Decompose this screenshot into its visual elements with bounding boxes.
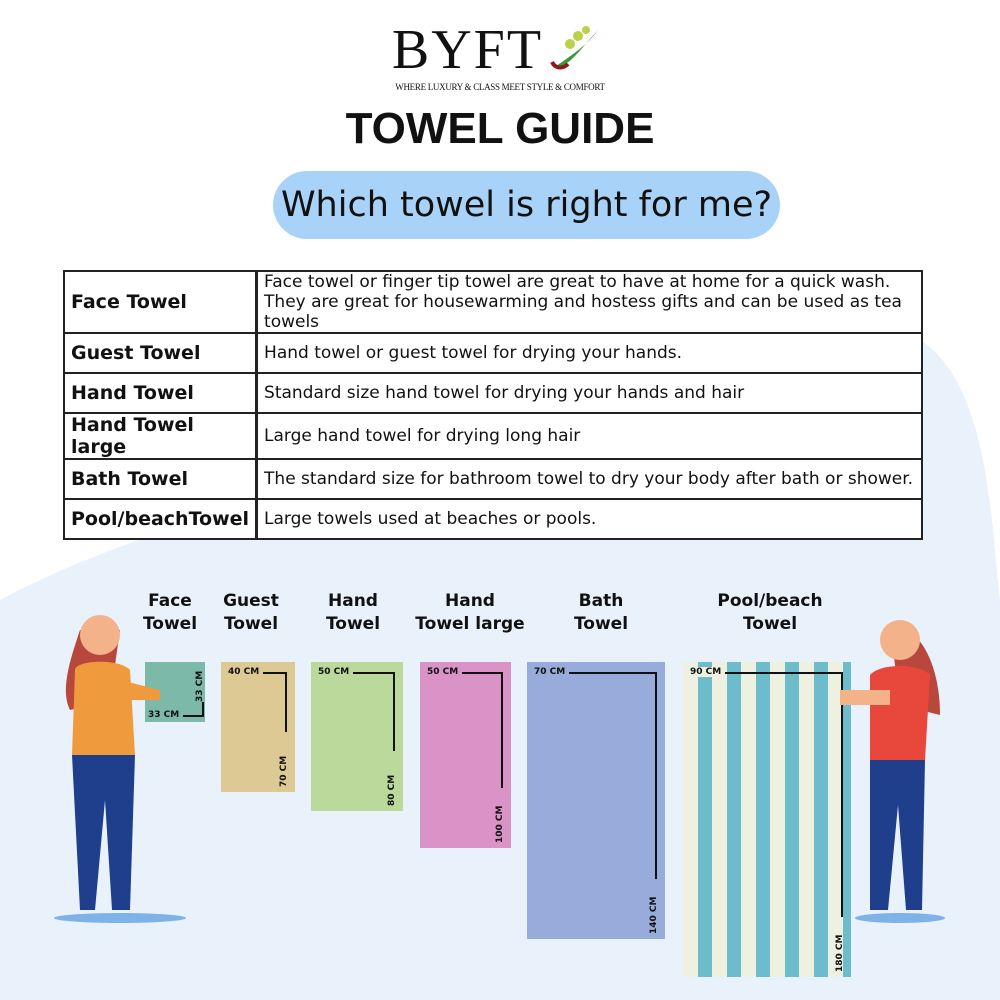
towel-label: Face Towel [142,591,198,634]
towel-swatch: 40 CM 70 CM [221,662,295,792]
towel-label: Hand Towel large [415,591,525,634]
woman-left-illustration [54,615,186,923]
towel-swatch: 50 CM 80 CM [311,662,403,811]
width-label: 50 CM [318,667,350,677]
height-label: 70 CM [279,755,289,787]
towel-table: Face Towel Face towel or finger tip towel… [63,270,924,540]
woman-right-illustration [840,620,945,923]
table-row: Bath Towel The standard size for bathroom… [63,458,924,500]
width-label: 90 CM [690,667,722,677]
height-label: 33 CM [195,670,205,702]
width-label: 50 CM [427,667,459,677]
height-label: 80 CM [387,774,397,806]
towel-swatch: 50 CM 100 CM [420,662,511,848]
tagline: WHERE LUXURY & CLASS MEET STYLE & COMFOR… [395,82,605,92]
table-row: Hand Towel Standard size hand towel for d… [63,372,924,414]
table-row: Hand Towel large Large hand towel for dry… [63,412,924,460]
height-label: 180 CM [835,934,845,972]
subtitle-pill: Which towel is right for me? [273,171,780,239]
towel-swatch: 90 CM 180 CM [683,662,851,977]
height-label: 100 CM [495,805,505,843]
table-row: Guest Towel Hand towel or guest towel for… [63,332,924,374]
towel-label: Bath Towel [573,591,629,634]
height-label: 140 CM [649,896,659,934]
table-row: Pool/beachTowel Large towels used at beac… [63,498,924,540]
logo: BYFT [0,22,1000,78]
towel-label: Hand Towel [325,591,381,634]
width-label: 40 CM [228,667,260,677]
towel-label: Guest Towel [223,591,279,634]
leaf-icon [550,26,599,70]
towel-swatch: 70 CM 140 CM [527,662,665,939]
width-label: 33 CM [148,710,180,720]
towel-label: Pool/beach Towel [717,591,823,634]
table-row: Face Towel Face towel or finger tip towel… [63,270,924,334]
page-title: TOWEL GUIDE [345,104,655,153]
width-label: 70 CM [534,667,566,677]
